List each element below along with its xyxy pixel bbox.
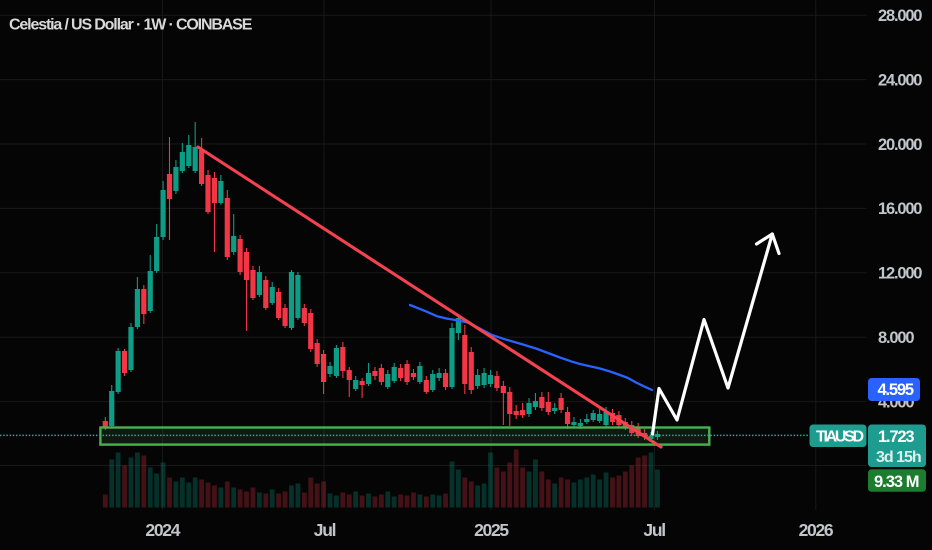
svg-text:1.723: 1.723: [878, 428, 914, 446]
svg-text:Jul: Jul: [643, 520, 665, 540]
svg-text:2024: 2024: [145, 520, 180, 540]
svg-text:28.000: 28.000: [878, 7, 922, 25]
svg-text:Celestia / US Dollar · 1W · CO: Celestia / US Dollar · 1W · COINBASE: [9, 17, 253, 34]
svg-text:16.000: 16.000: [878, 200, 922, 218]
svg-text:3d 15h: 3d 15h: [876, 449, 921, 466]
svg-text:Jul: Jul: [314, 520, 336, 540]
svg-text:8.000: 8.000: [878, 329, 914, 347]
svg-text:2026: 2026: [799, 520, 834, 540]
svg-text:9.33 M: 9.33 M: [874, 473, 919, 491]
svg-text:12.000: 12.000: [878, 265, 922, 283]
svg-text:24.000: 24.000: [878, 71, 922, 89]
svg-text:4.595: 4.595: [878, 381, 914, 399]
svg-text:20.000: 20.000: [878, 136, 922, 154]
svg-text:2025: 2025: [474, 520, 509, 540]
svg-text:TIAUSD: TIAUSD: [816, 429, 864, 446]
